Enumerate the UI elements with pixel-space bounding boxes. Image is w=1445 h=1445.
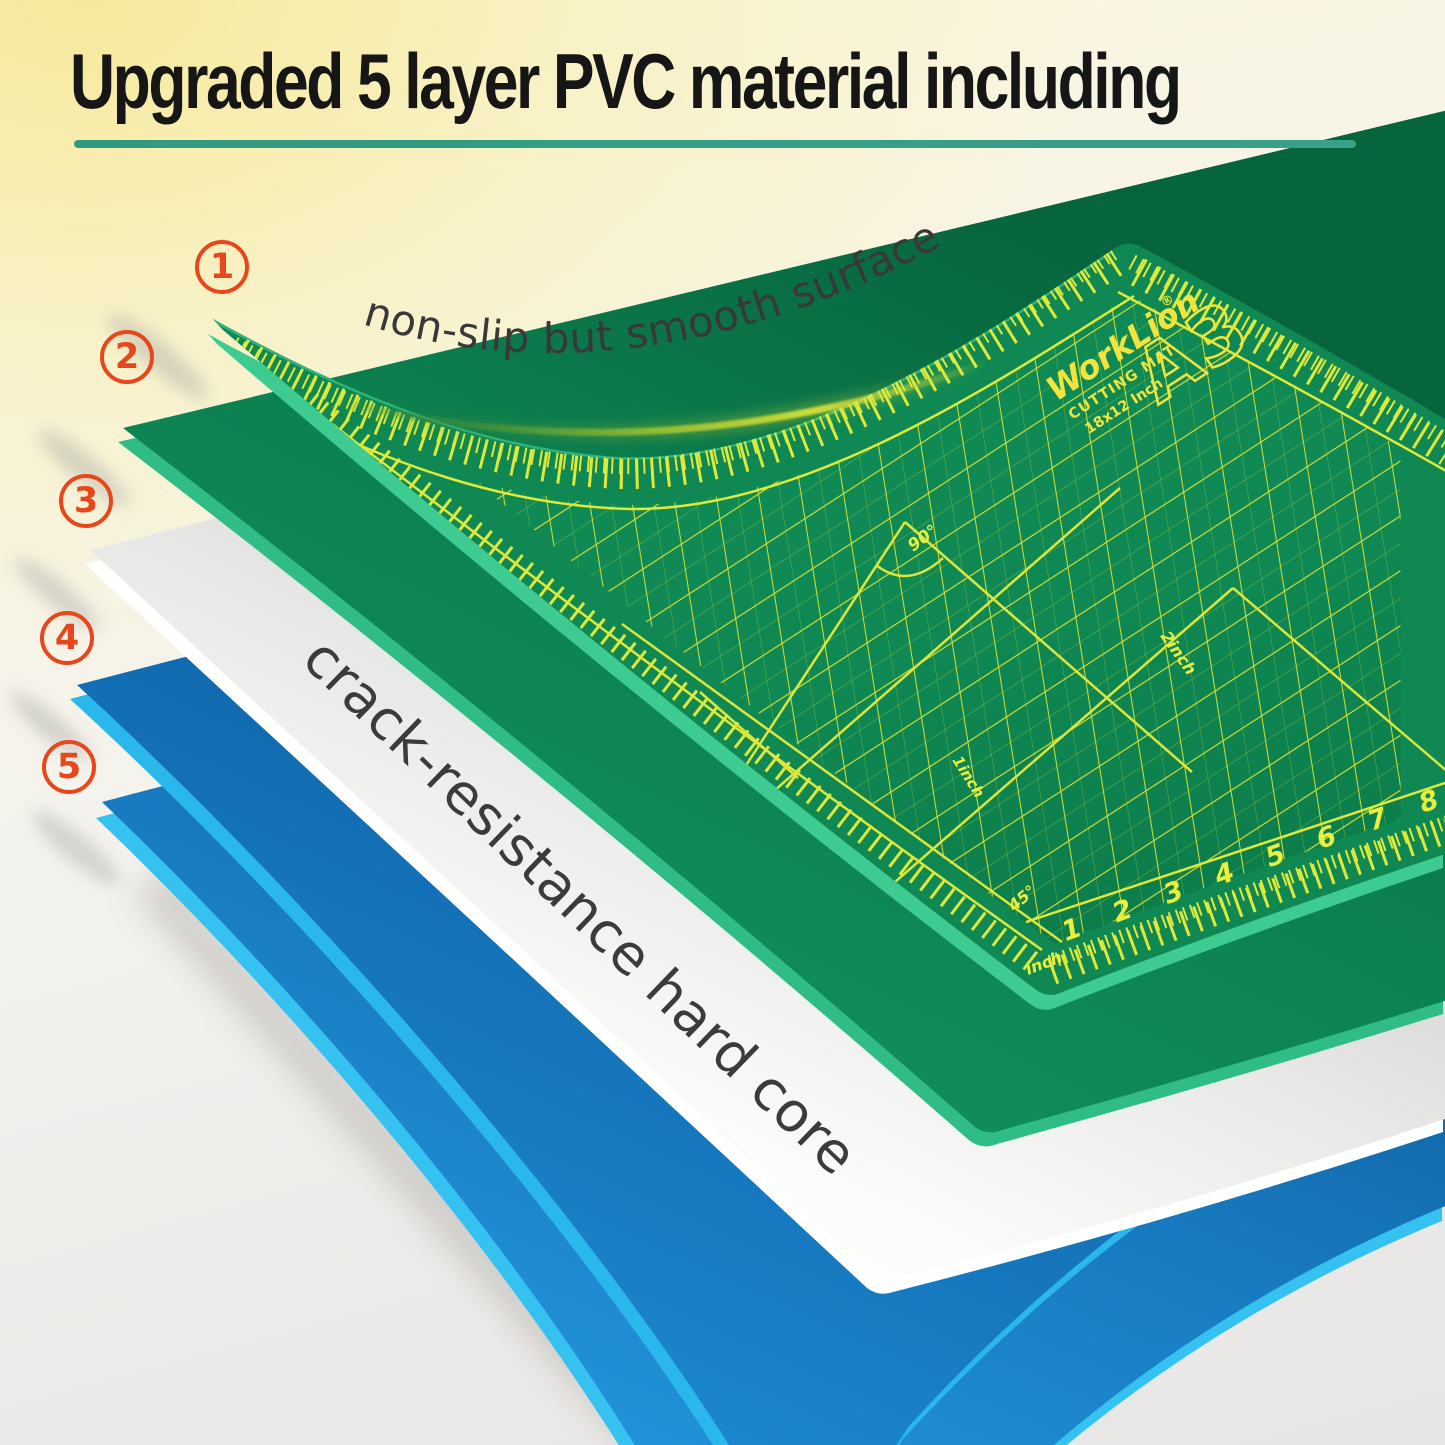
- swoosh-line: [331, 358, 990, 436]
- callout-badge-2: 2: [100, 330, 154, 384]
- page-title: Upgraded 5 layer PVC material including: [70, 37, 1182, 125]
- callout-number: 5: [56, 747, 82, 787]
- callout-badge-1: 1: [195, 240, 249, 294]
- callout-badge-5: 5: [42, 740, 96, 794]
- mat-ruler-top: [230, 245, 1135, 511]
- mat-ruler-left: [303, 393, 1043, 971]
- callout-badge-3: 3: [59, 474, 113, 528]
- title-divider: [74, 140, 1356, 148]
- callout-badge-4: 4: [40, 611, 94, 665]
- callout-number: 1: [209, 247, 235, 287]
- callout-number: 3: [73, 481, 99, 521]
- callout-number: 4: [54, 618, 80, 658]
- mat-ruler-right: [1117, 254, 1445, 474]
- callout-number: 2: [114, 337, 140, 377]
